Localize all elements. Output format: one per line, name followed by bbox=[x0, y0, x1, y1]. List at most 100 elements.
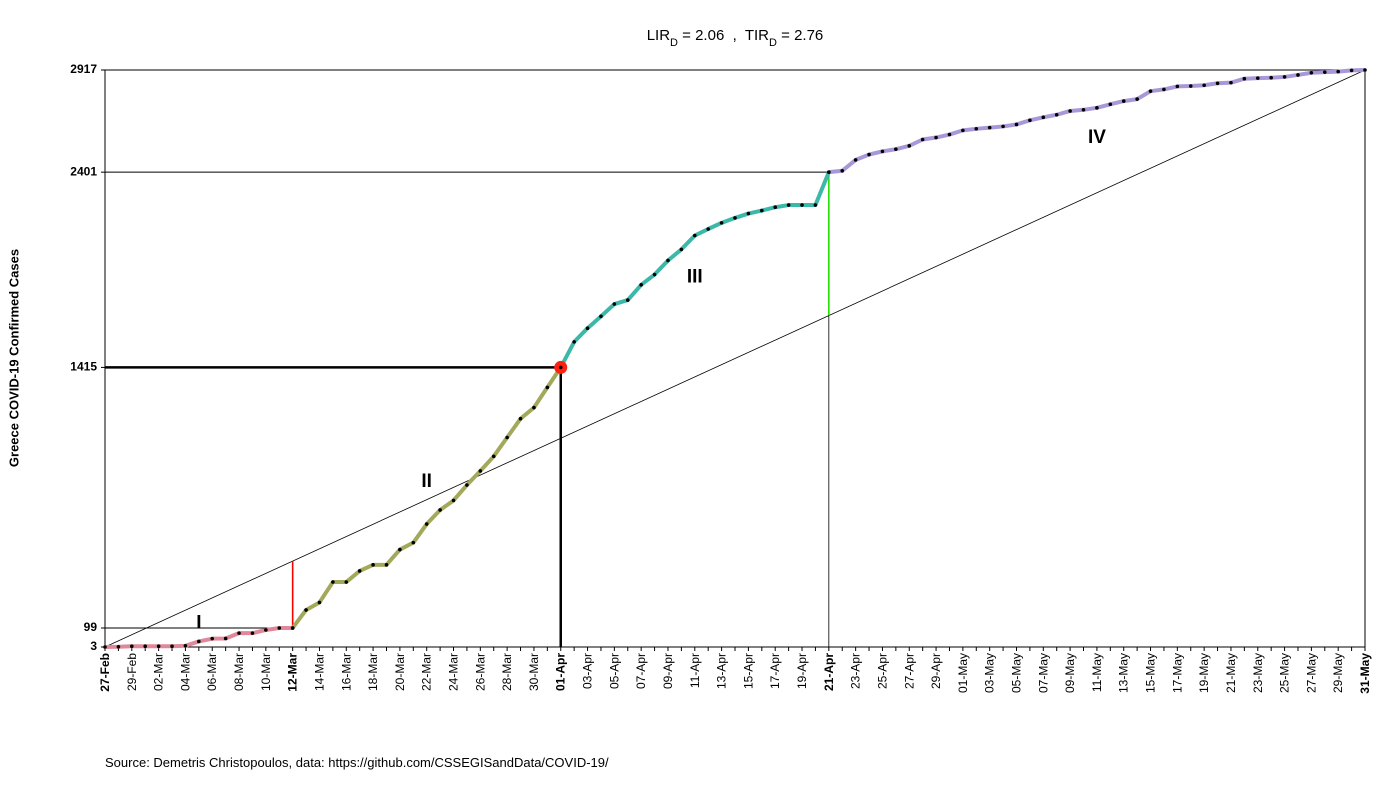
x-tick-label: 25-Apr bbox=[875, 653, 889, 689]
data-point bbox=[1336, 69, 1340, 74]
data-point bbox=[947, 132, 952, 137]
title-part: D bbox=[670, 37, 678, 49]
x-tick-label: 06-Mar bbox=[205, 653, 219, 691]
data-point bbox=[880, 149, 885, 154]
data-point bbox=[438, 508, 442, 512]
data-point bbox=[183, 644, 188, 648]
phase-label: IV bbox=[1088, 127, 1106, 148]
data-point bbox=[1202, 83, 1206, 88]
title-part: = 2.06 , TIR bbox=[678, 27, 769, 44]
data-point bbox=[290, 626, 295, 630]
x-tick-label: 23-May bbox=[1251, 653, 1265, 693]
x-tick-label: 07-May bbox=[1036, 653, 1050, 693]
x-tick-label: 27-Feb bbox=[98, 653, 112, 692]
series-line bbox=[291, 366, 563, 630]
data-point bbox=[907, 144, 912, 148]
data-point bbox=[558, 365, 563, 370]
data-point bbox=[652, 272, 657, 277]
data-point bbox=[1001, 124, 1005, 129]
data-point bbox=[1028, 118, 1032, 123]
data-point bbox=[264, 628, 268, 632]
x-tick-label: 21-May bbox=[1224, 653, 1238, 693]
data-point bbox=[1296, 73, 1300, 77]
data-point bbox=[639, 283, 643, 287]
data-point bbox=[961, 128, 965, 133]
data-point bbox=[786, 203, 791, 207]
data-point bbox=[813, 203, 818, 207]
data-point bbox=[853, 158, 858, 162]
x-tick-label: 24-Mar bbox=[447, 653, 461, 691]
data-point bbox=[920, 137, 925, 142]
data-point bbox=[170, 644, 174, 649]
data-point bbox=[1041, 115, 1046, 120]
data-point bbox=[1188, 84, 1193, 88]
data-point bbox=[411, 540, 416, 545]
data-point bbox=[424, 522, 429, 526]
x-tick-label: 01-Apr bbox=[554, 653, 568, 691]
x-tick-label: 16-Mar bbox=[339, 653, 353, 691]
x-tick-label: 09-Apr bbox=[661, 653, 675, 689]
x-tick-label: 29-Feb bbox=[125, 653, 139, 691]
data-point bbox=[210, 636, 215, 641]
x-tick-label: 30-Mar bbox=[527, 653, 541, 691]
x-tick-label: 07-Apr bbox=[634, 653, 648, 689]
x-tick-label: 03-May bbox=[983, 653, 997, 693]
source-note: Source: Demetris Christopoulos, data: ht… bbox=[105, 755, 609, 770]
data-point bbox=[733, 216, 737, 220]
data-point bbox=[223, 636, 228, 641]
x-tick-label: 19-Apr bbox=[795, 653, 809, 689]
data-point bbox=[867, 152, 871, 157]
data-point bbox=[746, 211, 751, 216]
diagonal-line bbox=[104, 69, 1366, 648]
y-tick-label: 1415 bbox=[70, 360, 97, 374]
x-tick-label: 03-Apr bbox=[581, 653, 595, 689]
data-point bbox=[1148, 89, 1153, 93]
data-point bbox=[572, 340, 576, 344]
data-point bbox=[974, 127, 979, 131]
data-point bbox=[130, 644, 134, 649]
data-point bbox=[840, 168, 845, 173]
data-point bbox=[384, 563, 389, 567]
x-tick-label: 26-Mar bbox=[473, 653, 487, 691]
data-point bbox=[612, 302, 617, 306]
data-point bbox=[894, 147, 898, 152]
x-tick-label: 31-May bbox=[1358, 653, 1372, 694]
title-part: LIR bbox=[647, 27, 671, 44]
phase-label: III bbox=[687, 267, 703, 288]
data-point bbox=[505, 435, 509, 440]
data-point bbox=[398, 547, 402, 552]
x-tick-label: 14-Mar bbox=[312, 653, 326, 691]
x-tick-label: 05-May bbox=[1009, 653, 1023, 693]
data-point bbox=[250, 631, 255, 635]
x-tick-label: 01-May bbox=[956, 653, 970, 693]
data-point bbox=[1215, 81, 1220, 86]
data-point bbox=[1054, 112, 1059, 117]
chart-title: LIRD = 2.06 , TIRD = 2.76 bbox=[647, 27, 824, 49]
data-point bbox=[304, 608, 308, 612]
data-point bbox=[116, 645, 121, 649]
x-tick-label: 17-May bbox=[1170, 653, 1184, 693]
data-point bbox=[1068, 109, 1072, 113]
x-tick-label: 20-Mar bbox=[393, 653, 407, 691]
data-point bbox=[625, 298, 630, 302]
data-point bbox=[1363, 68, 1367, 72]
data-point bbox=[1081, 107, 1086, 112]
data-point bbox=[760, 208, 764, 213]
x-tick-label: 27-May bbox=[1304, 653, 1318, 693]
x-tick-label: 28-Mar bbox=[500, 653, 514, 691]
data-point bbox=[317, 600, 322, 605]
x-tick-label: 13-Apr bbox=[715, 653, 729, 689]
title-part: = 2.76 bbox=[777, 27, 823, 44]
data-point bbox=[371, 563, 375, 567]
data-point bbox=[1322, 70, 1327, 74]
data-point bbox=[800, 203, 804, 207]
x-tick-label: 15-Apr bbox=[741, 653, 755, 689]
y-axis-label: Greece COVID-19 Confirmed Cases bbox=[6, 249, 21, 467]
data-point bbox=[1175, 84, 1180, 89]
x-tick-label: 27-Apr bbox=[902, 653, 916, 689]
data-point bbox=[1108, 102, 1113, 107]
data-point bbox=[706, 227, 710, 231]
series-line bbox=[828, 68, 1366, 175]
data-point bbox=[1269, 75, 1273, 80]
data-point bbox=[1309, 70, 1314, 75]
